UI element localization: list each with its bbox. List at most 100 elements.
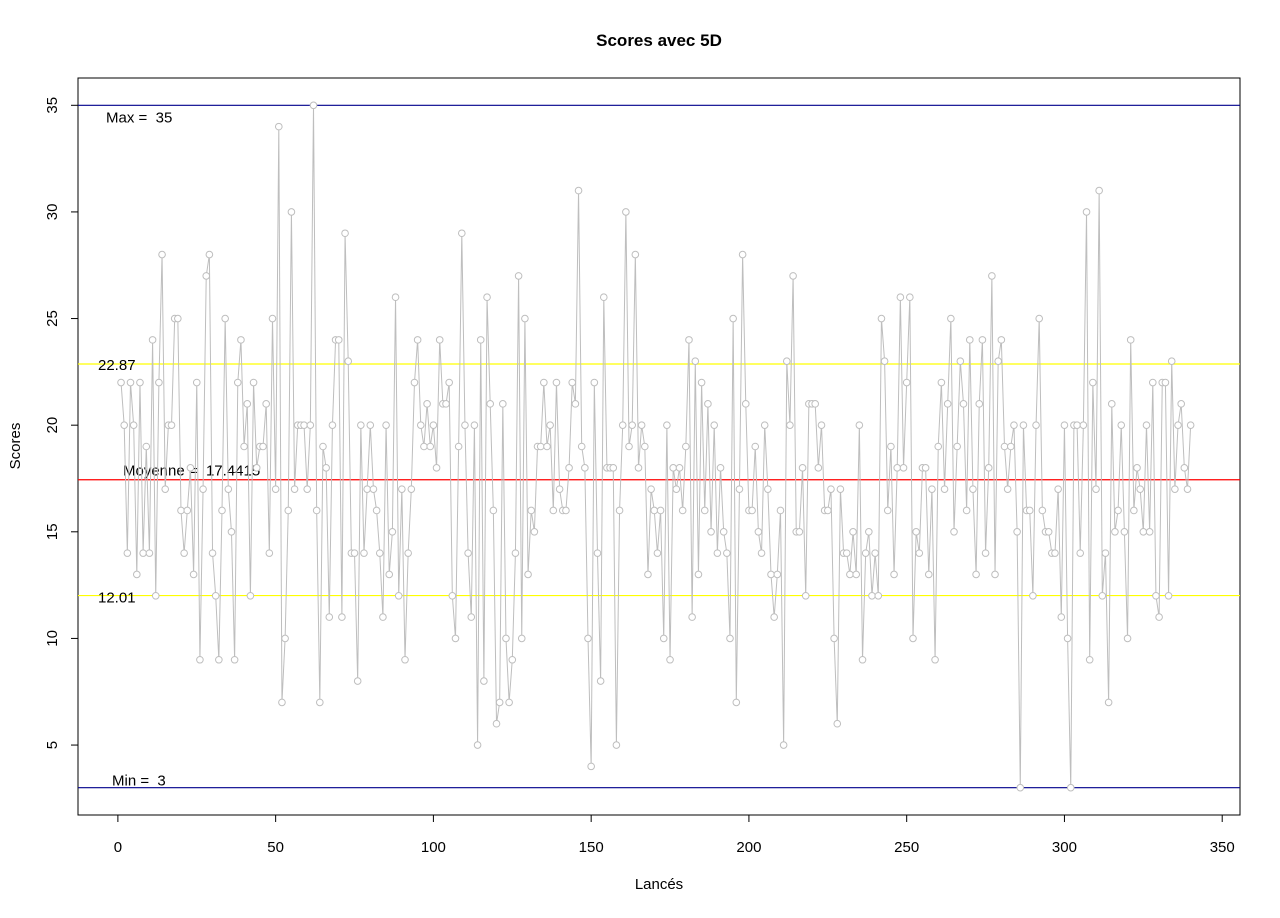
data-point	[644, 570, 652, 579]
data-point	[609, 464, 618, 472]
data-point	[906, 293, 914, 302]
data-point	[240, 442, 248, 451]
data-point	[615, 506, 624, 515]
data-point	[754, 528, 763, 536]
data-point	[855, 421, 864, 429]
data-point	[618, 421, 627, 429]
data-point	[338, 613, 346, 621]
data-point	[511, 549, 520, 557]
data-point	[372, 506, 381, 515]
data-point	[514, 272, 523, 280]
x-tick-label: 250	[894, 839, 919, 856]
data-point	[571, 400, 580, 408]
y-tick-label: 15	[44, 523, 61, 540]
data-point	[962, 506, 971, 515]
data-point	[394, 591, 403, 600]
data-point	[451, 634, 460, 643]
data-point	[909, 634, 917, 643]
data-point	[811, 400, 819, 408]
data-point	[1057, 613, 1066, 621]
data-point	[975, 400, 984, 408]
data-point	[1171, 485, 1179, 493]
data-point	[682, 442, 690, 451]
data-point	[1161, 378, 1170, 387]
data-point	[599, 293, 608, 302]
data-point	[587, 762, 595, 771]
data-point	[521, 314, 529, 323]
data-point	[407, 485, 416, 493]
data-point	[325, 613, 334, 621]
data-point	[309, 101, 318, 110]
data-point	[334, 336, 343, 344]
data-point	[278, 698, 286, 707]
data-point	[653, 549, 662, 557]
data-point	[590, 378, 599, 387]
data-point	[1032, 421, 1040, 429]
data-point	[457, 229, 466, 238]
data-point	[880, 357, 889, 365]
data-point	[1076, 549, 1085, 557]
data-point	[464, 549, 472, 557]
data-point	[1063, 634, 1072, 643]
x-tick-label: 0	[114, 839, 122, 856]
data-point	[865, 528, 873, 536]
data-point	[1183, 485, 1192, 493]
data-point	[713, 549, 722, 557]
data-point	[142, 442, 151, 451]
data-point	[641, 442, 649, 451]
y-tick-label: 35	[44, 97, 61, 114]
data-point	[656, 506, 665, 515]
data-point	[486, 400, 494, 408]
data-point	[738, 250, 747, 259]
data-point	[322, 464, 330, 472]
data-point	[984, 464, 993, 472]
data-point	[562, 506, 570, 515]
y-axis-label: Scores	[7, 423, 24, 470]
data-point	[448, 591, 457, 600]
data-point	[1092, 485, 1100, 493]
data-point	[634, 464, 643, 472]
data-point	[123, 549, 132, 557]
data-point	[965, 336, 974, 344]
data-point	[133, 570, 141, 579]
data-point	[499, 400, 507, 408]
data-point	[767, 570, 775, 579]
data-point	[593, 549, 602, 557]
data-point	[779, 741, 788, 749]
data-point	[303, 485, 311, 493]
data-point	[410, 378, 419, 387]
chart-title: Scores avec 5D	[596, 31, 722, 50]
data-point	[622, 208, 630, 216]
data-point	[1114, 506, 1122, 515]
data-point	[221, 314, 229, 323]
data-point	[1117, 421, 1126, 429]
data-point	[186, 464, 195, 472]
x-tick-label: 300	[1052, 839, 1077, 856]
data-point	[861, 549, 870, 557]
data-point	[290, 485, 299, 493]
data-point	[568, 378, 577, 387]
data-point	[647, 485, 655, 493]
data-point	[899, 464, 908, 472]
data-point	[117, 378, 125, 387]
data-point	[420, 442, 428, 451]
data-point	[167, 421, 176, 429]
data-point	[470, 421, 479, 429]
data-point	[432, 464, 441, 472]
data-point	[786, 421, 794, 429]
data-point	[928, 485, 936, 493]
data-point	[161, 485, 170, 493]
data-point	[940, 485, 949, 493]
data-point	[896, 293, 905, 302]
data-point	[1130, 506, 1138, 515]
data-point	[1035, 314, 1044, 323]
data-point	[596, 677, 605, 685]
data-point	[480, 677, 488, 685]
data-point	[555, 485, 564, 493]
data-point	[306, 421, 315, 429]
data-point	[691, 357, 700, 365]
data-point	[773, 570, 782, 579]
data-point	[877, 314, 886, 323]
data-point	[937, 378, 946, 387]
